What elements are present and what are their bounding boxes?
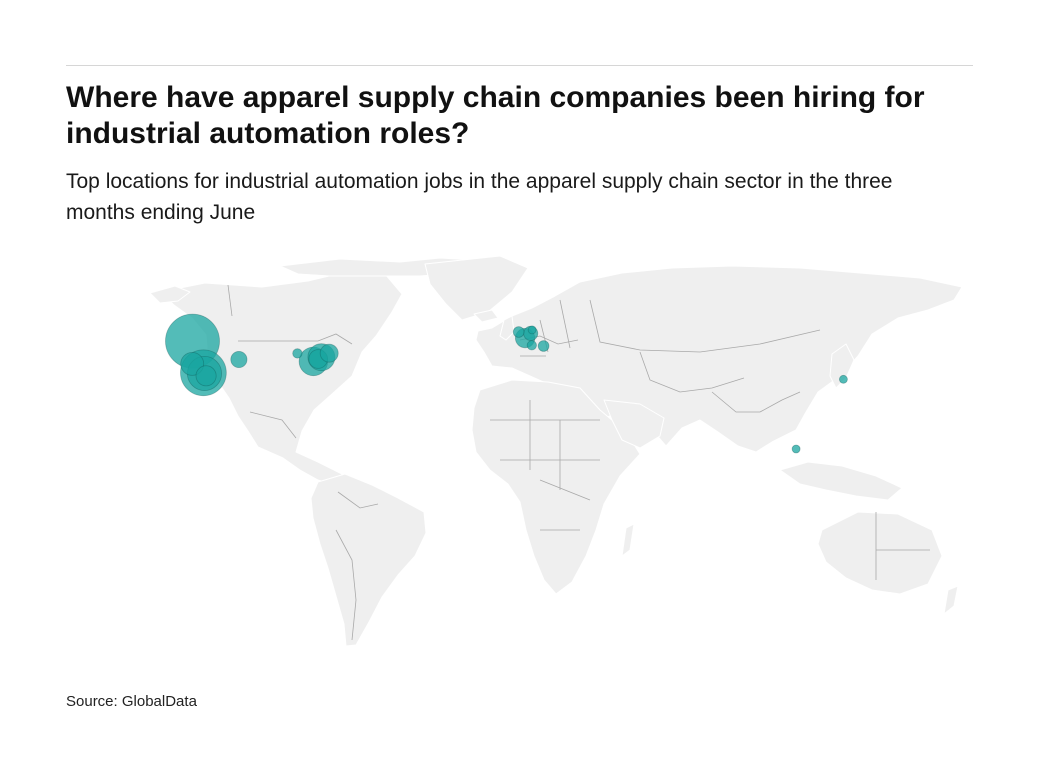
land-south-america (310, 473, 427, 647)
land-iceland (473, 309, 499, 323)
chart-title: Where have apparel supply chain companie… (66, 81, 925, 150)
land-africa (471, 379, 641, 595)
bubble-denver[interactable] (230, 350, 248, 368)
source-note: Source: GlobalData (66, 693, 197, 710)
border-africa-north (490, 400, 600, 490)
bubble-layer (165, 313, 848, 454)
bubble-lyon[interactable] (526, 340, 537, 351)
land-greenland (424, 255, 529, 321)
land-madagascar (621, 523, 635, 557)
land-australia (817, 511, 943, 595)
chart-subtitle: Top locations for industrial automation … (66, 170, 893, 224)
border-central-asia (639, 351, 745, 393)
land-southeast-asia-islands (779, 461, 903, 501)
bubble-san-diego[interactable] (195, 365, 217, 387)
bubble-singapore[interactable] (791, 444, 801, 454)
border-us-canada (238, 333, 353, 345)
border-us-mexico (249, 411, 297, 439)
country-borders (227, 284, 930, 641)
land-uk (499, 315, 515, 341)
border-russia (589, 299, 821, 353)
bubble-shanghai[interactable] (839, 374, 848, 384)
bubble-london[interactable] (512, 326, 525, 338)
land-arabia (603, 399, 665, 449)
land-alaska-west (149, 285, 191, 304)
world-map (149, 255, 963, 647)
bubble-san-francisco[interactable] (180, 351, 205, 376)
land (149, 255, 963, 647)
bubble-detroit[interactable] (292, 348, 303, 359)
border-australia (875, 512, 930, 580)
top-rule (66, 65, 973, 66)
land-new-zealand (943, 585, 959, 615)
bubble-milan[interactable] (537, 340, 550, 352)
border-colombia-brazil (337, 491, 379, 509)
border-europe (519, 299, 579, 357)
bubble-amsterdam[interactable] (527, 325, 537, 335)
border-andes (335, 529, 357, 641)
border-alaska (227, 284, 233, 317)
border-china (711, 391, 801, 413)
border-africa-central (500, 459, 600, 531)
bubble-boston[interactable] (319, 343, 339, 363)
